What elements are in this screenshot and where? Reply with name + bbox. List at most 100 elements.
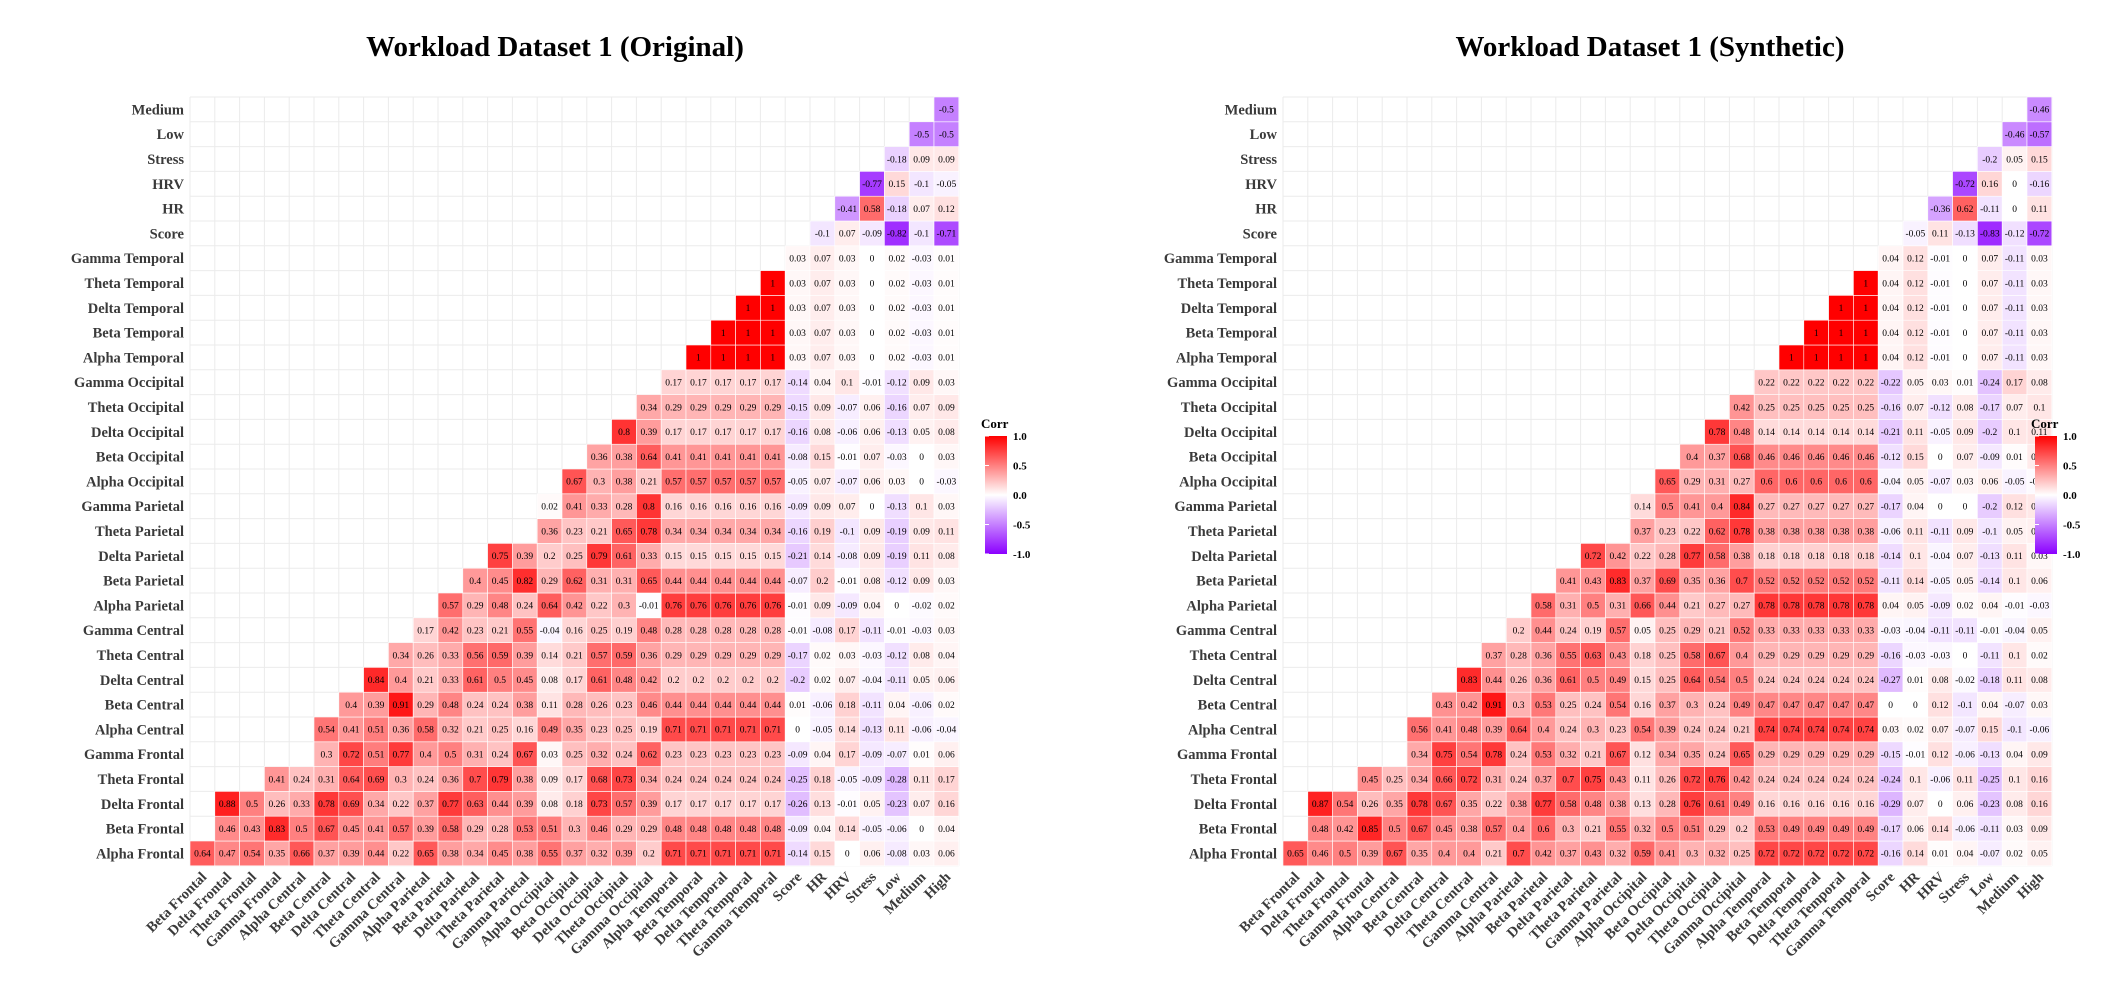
cell-value-label: 0.31 bbox=[591, 577, 608, 587]
cell-value-label: 0.43 bbox=[1609, 651, 1626, 661]
cell-value-label: 0.24 bbox=[1857, 676, 1874, 686]
x-tick-label: Score bbox=[770, 869, 806, 905]
cell-value-label: 0.91 bbox=[392, 701, 409, 711]
cell-value-label: 0.42 bbox=[1733, 403, 1750, 413]
heatmap-cell bbox=[388, 766, 414, 792]
heatmap-cell bbox=[884, 840, 910, 867]
cell-value-label: 0.27 bbox=[1758, 503, 1775, 513]
heatmap-cell bbox=[1679, 766, 1705, 792]
cell-value-label: 0.03 bbox=[2006, 825, 2023, 835]
y-tick-label: Theta Parietal bbox=[1188, 524, 1277, 540]
heatmap-cell bbox=[437, 741, 464, 767]
heatmap-cell bbox=[214, 815, 240, 842]
cell-value-label: 0.55 bbox=[516, 627, 533, 637]
cell-value-label: 0.01 bbox=[938, 304, 955, 314]
cell-value-label: 0.41 bbox=[1560, 577, 1577, 587]
heatmap-cell bbox=[884, 394, 910, 420]
heatmap-cell bbox=[784, 493, 811, 519]
cell-value-label: 0.34 bbox=[690, 527, 707, 537]
cell-value-label: 0.45 bbox=[343, 825, 360, 835]
cell-value-label: -0.03 bbox=[912, 354, 932, 364]
cell-value-label: -0.11 bbox=[2005, 279, 2025, 289]
legend-title: Corr bbox=[2031, 416, 2059, 431]
heatmap-cell bbox=[462, 691, 488, 718]
cell-value-label: 0.16 bbox=[1634, 701, 1651, 711]
heatmap-cell bbox=[536, 592, 563, 619]
cell-value-label: -0.01 bbox=[887, 627, 907, 637]
cell-value-label: 0.4 bbox=[1711, 503, 1723, 513]
heatmap-cell bbox=[834, 691, 860, 718]
cell-value-label: -0.17 bbox=[1980, 403, 2000, 413]
cell-value-label: 0.15 bbox=[1634, 676, 1651, 686]
cell-value-label: -0.17 bbox=[1881, 503, 1901, 513]
cell-value-label: -0.07 bbox=[788, 577, 808, 587]
heatmap-cell bbox=[1778, 691, 1805, 718]
y-tick-label: Alpha Central bbox=[1188, 722, 1277, 738]
cell-value-label: 0.29 bbox=[1857, 751, 1874, 761]
heatmap-cell bbox=[1927, 716, 1953, 743]
cell-value-label: 0.17 bbox=[665, 800, 682, 810]
cell-value-label: 0.8 bbox=[618, 428, 630, 438]
heatmap-cell bbox=[908, 171, 935, 197]
cell-value-label: 0.39 bbox=[1485, 726, 1502, 736]
cell-value-label: 0.18 bbox=[1808, 552, 1825, 562]
cell-value-label: 0.17 bbox=[764, 428, 781, 438]
cell-value-label: 0.14 bbox=[814, 552, 831, 562]
y-tick-label: Delta Central bbox=[1193, 673, 1277, 689]
heatmap-cell bbox=[636, 518, 662, 544]
heatmap-cell bbox=[784, 468, 811, 495]
heatmap-cell bbox=[784, 319, 811, 346]
cell-value-label: 0.02 bbox=[1907, 726, 1924, 736]
heatmap-cell bbox=[1530, 766, 1557, 792]
heatmap-cell bbox=[1629, 716, 1656, 743]
cell-value-label: 0.34 bbox=[640, 403, 657, 413]
cell-value-label: 0.24 bbox=[417, 775, 434, 785]
heatmap-cell bbox=[908, 319, 935, 346]
heatmap-cell bbox=[834, 443, 860, 470]
cell-value-label: 0.45 bbox=[492, 577, 509, 587]
y-tick-label: Medium bbox=[132, 102, 184, 118]
cell-value-label: 0.76 bbox=[690, 602, 707, 612]
heatmap-cell bbox=[784, 667, 811, 693]
cell-value-label: -0.18 bbox=[887, 155, 907, 165]
cell-value-label: 0.29 bbox=[467, 825, 484, 835]
heatmap-cell bbox=[437, 691, 464, 718]
heatmap-cell bbox=[760, 567, 786, 594]
cell-value-label: 0.23 bbox=[740, 751, 757, 761]
heatmap-cell bbox=[735, 815, 761, 842]
heatmap-cell bbox=[487, 716, 513, 743]
cell-value-label: -0.01 bbox=[1930, 329, 1950, 339]
cell-value-label: 0.05 bbox=[1907, 602, 1924, 612]
cell-value-label: 0 bbox=[795, 726, 800, 736]
cell-value-label: 0.05 bbox=[2006, 155, 2023, 165]
cell-value-label: 0.22 bbox=[1758, 379, 1775, 389]
heatmap-cell bbox=[586, 840, 612, 867]
cell-value-label: 0.07 bbox=[1907, 403, 1924, 413]
cell-value-label: 0.33 bbox=[293, 800, 310, 810]
cell-value-label: 0.31 bbox=[1609, 602, 1626, 612]
cell-value-label: 0 bbox=[1963, 503, 1968, 513]
cell-value-label: 0.38 bbox=[516, 850, 533, 860]
cell-value-label: 0.02 bbox=[938, 602, 955, 612]
y-tick-label: Beta Occipital bbox=[1189, 450, 1277, 466]
heatmap-cell bbox=[462, 815, 488, 842]
cell-value-label: 0.04 bbox=[888, 701, 905, 711]
cell-value-label: 0.48 bbox=[1461, 726, 1478, 736]
cell-value-label: 0.03 bbox=[1882, 726, 1899, 736]
heatmap-panel-1: Workload Dataset 1 (Original)0.64 0.47 0.5… bbox=[71, 31, 1031, 961]
heatmap-cell bbox=[1828, 791, 1854, 817]
heatmap-cell bbox=[834, 766, 860, 792]
cell-value-label: -0.03 bbox=[1906, 651, 1926, 661]
cell-value-label: 0.49 bbox=[541, 726, 558, 736]
cell-value-label: -0.03 bbox=[1881, 627, 1901, 637]
y-tick-label: Score bbox=[150, 226, 185, 242]
cell-value-label: 0.8 bbox=[643, 503, 655, 513]
cell-value-label: 1 bbox=[1839, 304, 1844, 314]
y-tick-label: Beta Frontal bbox=[106, 822, 184, 838]
cell-value-label: -0.01 bbox=[862, 379, 882, 389]
heatmap-cell bbox=[1729, 716, 1755, 743]
cell-value-label: 0.29 bbox=[467, 602, 484, 612]
cell-value-label: 0.35 bbox=[268, 850, 285, 860]
cell-value-label: -0.1 bbox=[815, 230, 830, 240]
cell-value-label: 0 bbox=[870, 354, 875, 364]
